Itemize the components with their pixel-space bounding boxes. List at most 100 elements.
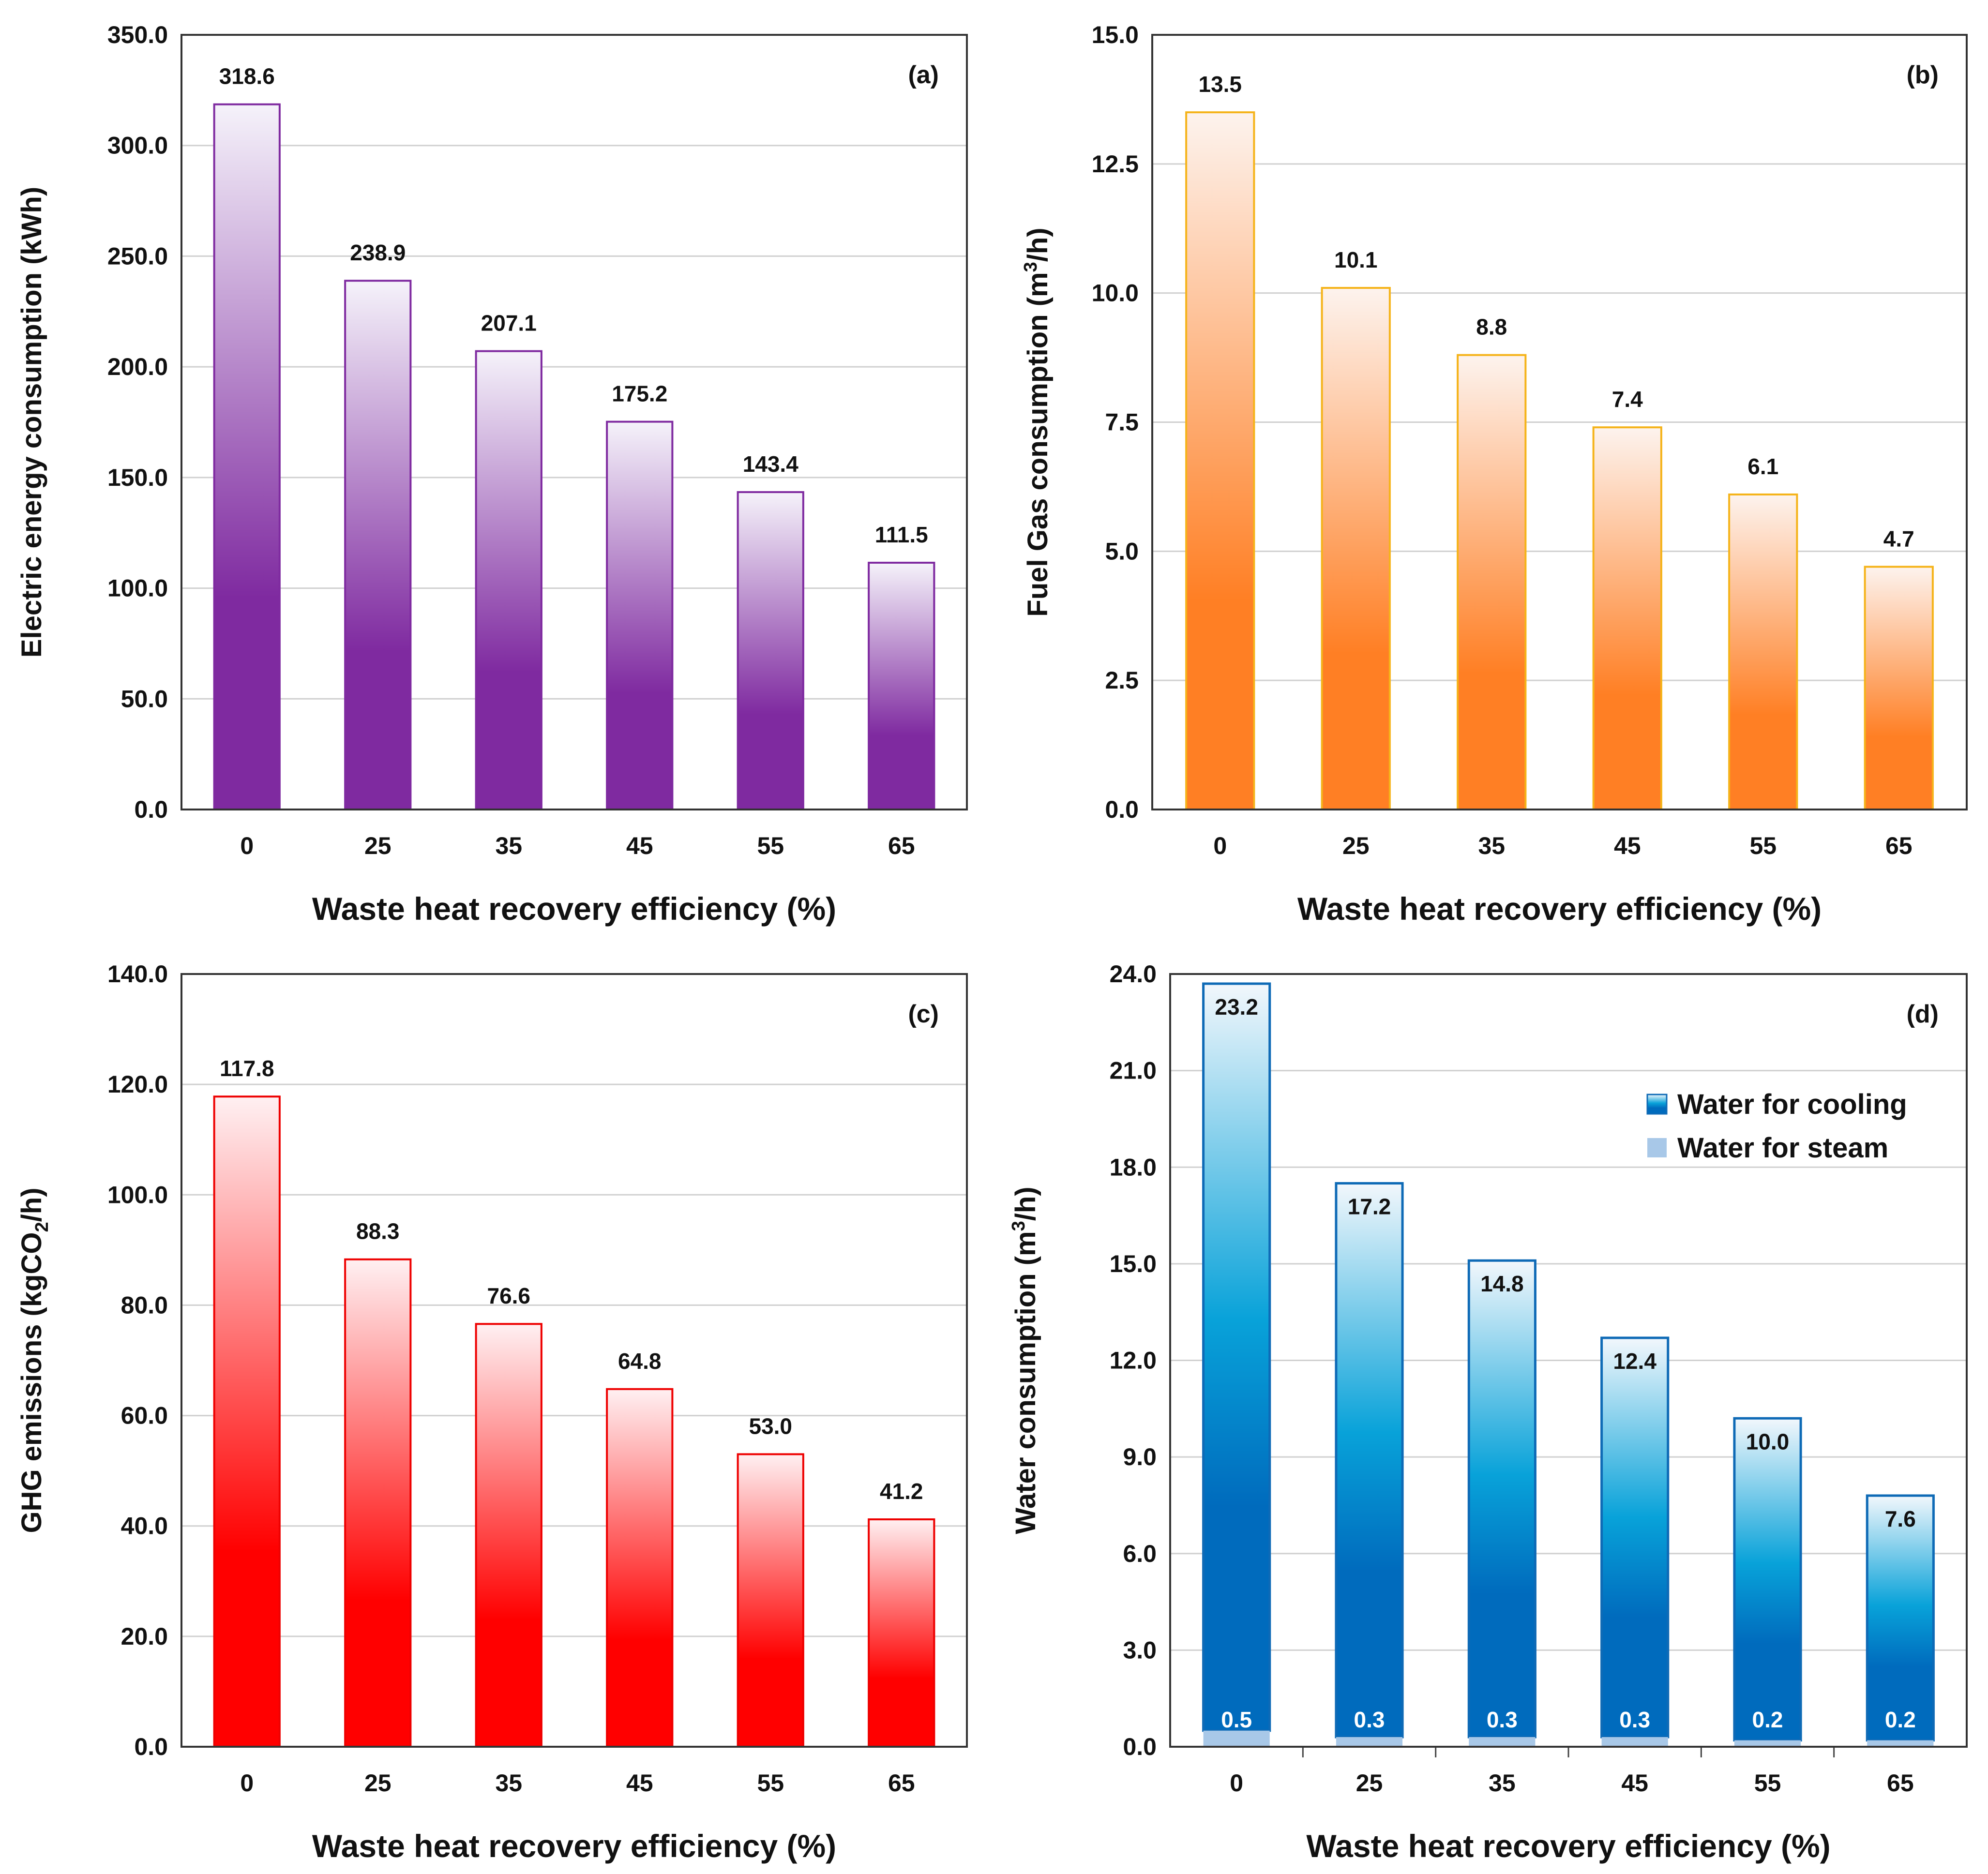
panel-label: (b)	[1907, 61, 1939, 89]
y-tick-label: 15.0	[1092, 21, 1139, 48]
x-tick-label: 45	[1614, 832, 1641, 859]
panel-d-water-consumption: 0.0 3.0 6.0 9.0 12.0 15.0 18.0 21.0 24.0 23.2 0.5 0…	[994, 937, 1988, 1874]
data-label: 111.5	[875, 522, 928, 547]
data-label-cooling: 10.0	[1746, 1429, 1790, 1454]
y-tick-label: 18.0	[1110, 1154, 1157, 1181]
data-label: 8.8	[1476, 315, 1507, 340]
x-tick-label: 45	[626, 1769, 653, 1797]
data-label: 318.6	[219, 64, 275, 89]
y-tick-label: 0.0	[1105, 796, 1139, 823]
bar-water-cooling	[1600, 1336, 1670, 1739]
chart-a-svg: 0.0 50.0 100.0 150.0 200.0 250.0 300.0 350.0 318…	[16, 21, 968, 927]
y-tick-label: 0.0	[1123, 1733, 1157, 1760]
x-tick-label: 35	[1478, 832, 1505, 859]
y-axis-title: Electric energy consumption (kWh)	[16, 187, 47, 658]
data-label-cooling: 17.2	[1348, 1194, 1391, 1219]
y-tick-label: 21.0	[1110, 1057, 1157, 1084]
chart-c-svg: 0.0 20.0 40.0 60.0 80.0 100.0 120.0 140.0 117.8 0…	[16, 960, 968, 1864]
y-tick-label: 3.0	[1123, 1636, 1157, 1664]
x-axis-title: Waste heat recovery efficiency (%)	[1297, 891, 1822, 927]
x-tick-label: 35	[1489, 1769, 1516, 1797]
panel-a-electric-energy: 0.0 50.0 100.0 150.0 200.0 250.0 300.0 350.0 318…	[0, 0, 994, 937]
y-axis-title: GHG emissions (kgCO2/h)	[16, 1187, 52, 1533]
y-tick-label: 250.0	[107, 242, 168, 270]
x-tick-label: 0	[1213, 832, 1227, 859]
bar	[344, 1258, 412, 1748]
y-tick-label: 350.0	[107, 21, 168, 48]
x-tick-label: 55	[1749, 832, 1777, 859]
bar	[1592, 426, 1662, 810]
data-label: 175.2	[612, 381, 667, 406]
x-axis-title: Waste heat recovery efficiency (%)	[312, 891, 836, 927]
x-tick-label: 55	[1754, 1769, 1781, 1797]
x-tick-label: 65	[1885, 832, 1913, 859]
bar	[1321, 286, 1391, 811]
bar-water-cooling	[1202, 982, 1271, 1732]
chart-d-svg: 0.0 3.0 6.0 9.0 12.0 15.0 18.0 21.0 24.0 23.2 0.5 0…	[1009, 960, 1968, 1864]
data-label-cooling: 23.2	[1215, 994, 1258, 1019]
bar	[868, 1518, 935, 1748]
x-tick-label: 25	[1342, 832, 1370, 859]
bar-water-steam	[1469, 1737, 1536, 1747]
y-tick-label: 7.5	[1105, 409, 1139, 436]
y-tick-label: 0.0	[134, 1733, 168, 1760]
bar-water-steam	[1734, 1740, 1801, 1747]
data-label-steam: 0.5	[1221, 1707, 1252, 1732]
panel-label: (c)	[908, 1000, 939, 1028]
bar	[1457, 354, 1527, 810]
x-tick-label: 65	[888, 832, 915, 859]
panel-b-fuel-gas: 0.0 2.5 5.0 7.5 10.0 12.5 15.0 13.5 0 10.1 25 8.8 35…	[994, 0, 1988, 937]
chart-b-svg: 0.0 2.5 5.0 7.5 10.0 12.5 15.0 13.5 0 10.1 25 8.8 35…	[1021, 21, 1968, 927]
x-axis-title: Waste heat recovery efficiency (%)	[312, 1828, 836, 1864]
x-tick-label: 25	[1356, 1769, 1383, 1797]
plot-frame	[1151, 34, 1968, 810]
y-tick-label: 20.0	[121, 1623, 168, 1650]
data-label: 13.5	[1198, 72, 1242, 97]
data-label-cooling: 7.6	[1885, 1506, 1916, 1531]
bar-water-steam	[1867, 1740, 1934, 1747]
data-label-steam: 0.3	[1354, 1707, 1385, 1732]
panel-c-ghg-emissions: 0.0 20.0 40.0 60.0 80.0 100.0 120.0 140.0 117.8 0…	[0, 937, 994, 1874]
y-tick-label: 100.0	[107, 575, 168, 602]
data-label-steam: 0.3	[1619, 1707, 1650, 1732]
bar-water-steam	[1203, 1730, 1270, 1747]
y-tick-label: 12.0	[1110, 1347, 1157, 1374]
data-label: 88.3	[356, 1219, 400, 1244]
data-label: 76.6	[487, 1283, 530, 1308]
y-tick-label: 300.0	[107, 132, 168, 159]
x-tick-label: 65	[1887, 1769, 1914, 1797]
x-tick-label: 55	[757, 832, 784, 859]
data-label: 4.7	[1883, 526, 1914, 551]
panel-label: (d)	[1907, 1000, 1939, 1028]
data-label: 10.1	[1334, 247, 1378, 272]
bar	[606, 1388, 674, 1748]
y-tick-label: 6.0	[1123, 1540, 1157, 1567]
bar-water-steam	[1601, 1737, 1668, 1747]
y-tick-label: 200.0	[107, 353, 168, 380]
y-axis-title: Fuel Gas consumption (m3/h)	[1021, 227, 1054, 616]
y-tick-label: 80.0	[121, 1291, 168, 1319]
x-tick-label: 65	[888, 1769, 915, 1797]
data-label-steam: 0.2	[1885, 1707, 1916, 1732]
data-label: 117.8	[220, 1056, 274, 1081]
y-axis-title: Water consumption (m3/h)	[1009, 1186, 1041, 1534]
x-tick-label: 0	[240, 832, 254, 859]
bar-water-steam	[1336, 1737, 1403, 1747]
data-label: 207.1	[481, 311, 537, 336]
x-axis-title: Waste heat recovery efficiency (%)	[1306, 1828, 1830, 1864]
data-label: 53.0	[749, 1413, 792, 1439]
x-tick-label: 25	[364, 832, 392, 859]
legend-label-steam: Water for steam	[1677, 1132, 1888, 1164]
y-tick-label: 140.0	[107, 960, 168, 988]
bar	[606, 420, 674, 810]
data-label: 238.9	[350, 240, 406, 265]
bar	[1728, 493, 1798, 810]
bar	[1864, 566, 1934, 811]
y-tick-label: 9.0	[1123, 1443, 1157, 1470]
bar	[344, 280, 412, 810]
data-label: 6.1	[1747, 454, 1778, 479]
y-tick-label: 2.5	[1105, 667, 1139, 694]
y-tick-label: 50.0	[121, 685, 168, 712]
data-label-steam: 0.3	[1487, 1707, 1518, 1732]
panel-label: (a)	[908, 61, 939, 89]
